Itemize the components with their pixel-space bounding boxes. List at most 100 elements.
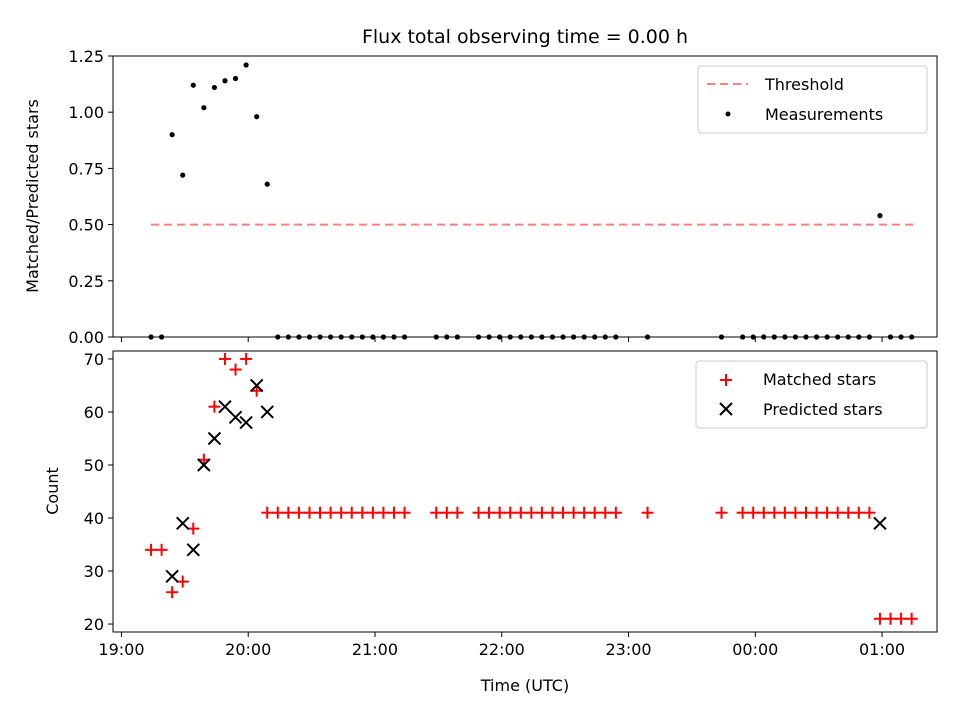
matched-star-point bbox=[388, 506, 401, 519]
measurement-point bbox=[518, 334, 524, 340]
predicted-star-point bbox=[249, 378, 264, 393]
matched-star-point bbox=[514, 506, 527, 519]
measurement-point bbox=[539, 334, 545, 340]
matched-star-point bbox=[166, 586, 179, 599]
matched-star-point bbox=[366, 506, 379, 519]
measurement-point bbox=[486, 334, 492, 340]
legend-measurements-swatch bbox=[725, 111, 731, 117]
x-tick-label: 00:00 bbox=[732, 640, 778, 659]
matched-star-point bbox=[271, 506, 284, 519]
matched-star-point bbox=[335, 506, 348, 519]
matched-star-point bbox=[155, 543, 168, 556]
x-tick-label: 22:00 bbox=[479, 640, 525, 659]
measurement-point bbox=[328, 334, 334, 340]
top-axis-ticks: 0.00 0.25 0.50 0.75 1.00 1.25 bbox=[68, 47, 883, 347]
top-legend-box bbox=[697, 65, 928, 134]
predicted-star-stroke-b bbox=[165, 569, 179, 584]
matched-star-point bbox=[757, 506, 770, 519]
predicted-star-point bbox=[197, 458, 211, 472]
measurement-point bbox=[275, 334, 281, 340]
measurement-point bbox=[243, 62, 249, 68]
matched-star-point bbox=[398, 506, 411, 519]
matched-stars-points bbox=[145, 352, 918, 625]
top-panel: 0.00 0.25 0.50 0.75 1.00 1.25 Matched/Predict… bbox=[23, 47, 938, 347]
matched-star-point bbox=[303, 506, 316, 519]
matched-star-point bbox=[504, 506, 517, 519]
legend-predicted-label: Predicted stars bbox=[763, 400, 883, 419]
matched-star-point bbox=[863, 506, 876, 519]
matched-star-point bbox=[292, 506, 305, 519]
matched-star-point bbox=[546, 506, 559, 519]
predicted-star-point bbox=[228, 410, 243, 424]
bottom-y-tick-label: 20 bbox=[84, 615, 104, 634]
matched-star-point bbox=[599, 506, 612, 519]
measurement-point bbox=[803, 334, 809, 340]
x-tick-label: 23:00 bbox=[605, 640, 651, 659]
predicted-star-stroke-b bbox=[218, 399, 232, 414]
measurement-point bbox=[718, 334, 725, 340]
matched-star-point bbox=[451, 506, 464, 519]
matched-star-point bbox=[240, 352, 253, 365]
predicted-star-stroke-b bbox=[239, 415, 253, 430]
measurement-point bbox=[158, 334, 165, 340]
matched-star-point bbox=[229, 363, 242, 376]
matched-star-point bbox=[609, 506, 622, 519]
matched-star-point bbox=[873, 612, 886, 625]
measurement-points bbox=[148, 62, 915, 340]
measurement-point bbox=[602, 334, 608, 340]
predicted-star-point bbox=[176, 516, 190, 531]
matched-star-point bbox=[377, 506, 390, 519]
predicted-star-point bbox=[207, 431, 222, 446]
top-y-tick-label: 0.75 bbox=[68, 159, 104, 178]
top-y-tick-label: 0.25 bbox=[68, 272, 104, 291]
measurement-point bbox=[232, 75, 239, 82]
measurement-point bbox=[613, 334, 619, 340]
chart-title: Flux total observing time = 0.00 h bbox=[362, 26, 688, 48]
matched-star-point bbox=[821, 506, 834, 519]
measurement-point bbox=[169, 132, 175, 138]
x-tick-label: 21:00 bbox=[352, 640, 398, 659]
predicted-star-point bbox=[218, 399, 232, 414]
matched-star-point bbox=[145, 543, 158, 556]
measurement-point bbox=[264, 181, 270, 187]
matched-star-point bbox=[314, 506, 327, 519]
legend-predicted-swatch bbox=[719, 402, 733, 416]
matched-star-point bbox=[578, 506, 591, 519]
matched-star-point bbox=[905, 612, 918, 625]
top-plot-area bbox=[112, 55, 938, 338]
measurement-point bbox=[444, 334, 450, 340]
measurement-point bbox=[475, 334, 482, 340]
predicted-star-point bbox=[873, 516, 887, 531]
measurement-point bbox=[349, 334, 355, 340]
matched-star-point bbox=[789, 506, 802, 519]
matched-star-point bbox=[567, 506, 580, 519]
matched-star-point bbox=[356, 506, 369, 519]
matched-star-point bbox=[557, 506, 570, 519]
legend-matched-swatch bbox=[720, 374, 732, 386]
measurement-point bbox=[380, 334, 387, 340]
matched-star-point bbox=[261, 506, 274, 519]
measurement-point bbox=[454, 334, 460, 340]
matched-star-point bbox=[324, 506, 337, 519]
matched-star-point bbox=[641, 506, 654, 519]
measurement-point bbox=[528, 334, 534, 340]
measurement-point bbox=[866, 334, 872, 340]
measurement-point bbox=[497, 334, 503, 340]
measurement-point bbox=[285, 334, 291, 340]
bottom-legend-box bbox=[695, 360, 928, 429]
matched-star-point bbox=[852, 506, 865, 519]
bottom-y-tick-label: 40 bbox=[84, 509, 104, 528]
measurement-point bbox=[771, 334, 777, 340]
top-y-tick-label: 0.00 bbox=[68, 328, 104, 347]
measurement-point bbox=[560, 334, 566, 340]
matched-star-point bbox=[430, 506, 443, 519]
bottom-legend: Matched stars Predicted stars bbox=[695, 360, 928, 429]
top-y-tick-label: 1.00 bbox=[68, 103, 104, 122]
top-legend: Threshold Measurements bbox=[697, 65, 928, 134]
matched-star-point bbox=[831, 506, 844, 519]
predicted-star-point bbox=[260, 405, 274, 419]
top-y-tick-label: 0.50 bbox=[68, 216, 104, 235]
predicted-star-point bbox=[186, 543, 200, 557]
matched-star-point bbox=[483, 506, 496, 519]
